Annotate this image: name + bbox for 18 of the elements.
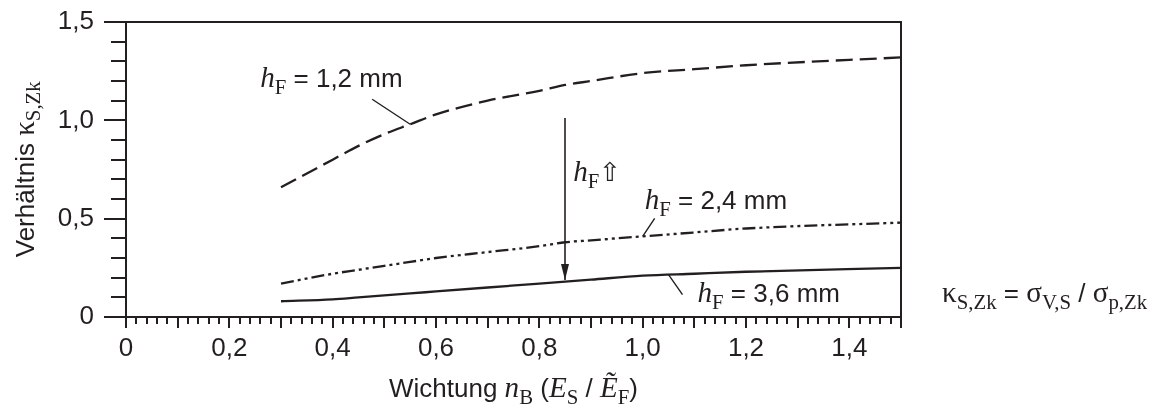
x-tick-label: 1,2	[727, 331, 765, 362]
x-tick-label: 0,2	[211, 331, 248, 362]
text: Wichtung n$_{B}$ (E$_{S}$ / Ẽ$_{F}$)	[389, 371, 638, 408]
x-tick-label: 0,6	[417, 331, 455, 362]
x-tick-label: 1,4	[831, 331, 868, 362]
y-tick-label: 1,5	[57, 5, 94, 36]
x-tick-label: 0,4	[314, 331, 351, 362]
y-tick-label: 0	[79, 300, 94, 331]
y-tick-label: 1,0	[57, 103, 94, 134]
y-tick-label: 0,5	[57, 201, 94, 232]
annotation: h$_{F}$⇧	[573, 154, 622, 192]
text: κ$_{S,Zk}$ = σ$_{V,S}$ / σ$_{p,Zk}$	[942, 276, 1148, 313]
x-tick-label: 1,0	[624, 331, 661, 362]
series-label: h$_{F}$ = 1,2 mm	[260, 61, 403, 98]
legend-label: h$_{F}$ = 3,6 mm	[697, 275, 840, 313]
x-tick-label: 0,8	[521, 331, 558, 362]
x-tick-label: 0	[118, 331, 134, 362]
series-label: h$_{F}$ = 2,4 mm	[644, 183, 788, 220]
